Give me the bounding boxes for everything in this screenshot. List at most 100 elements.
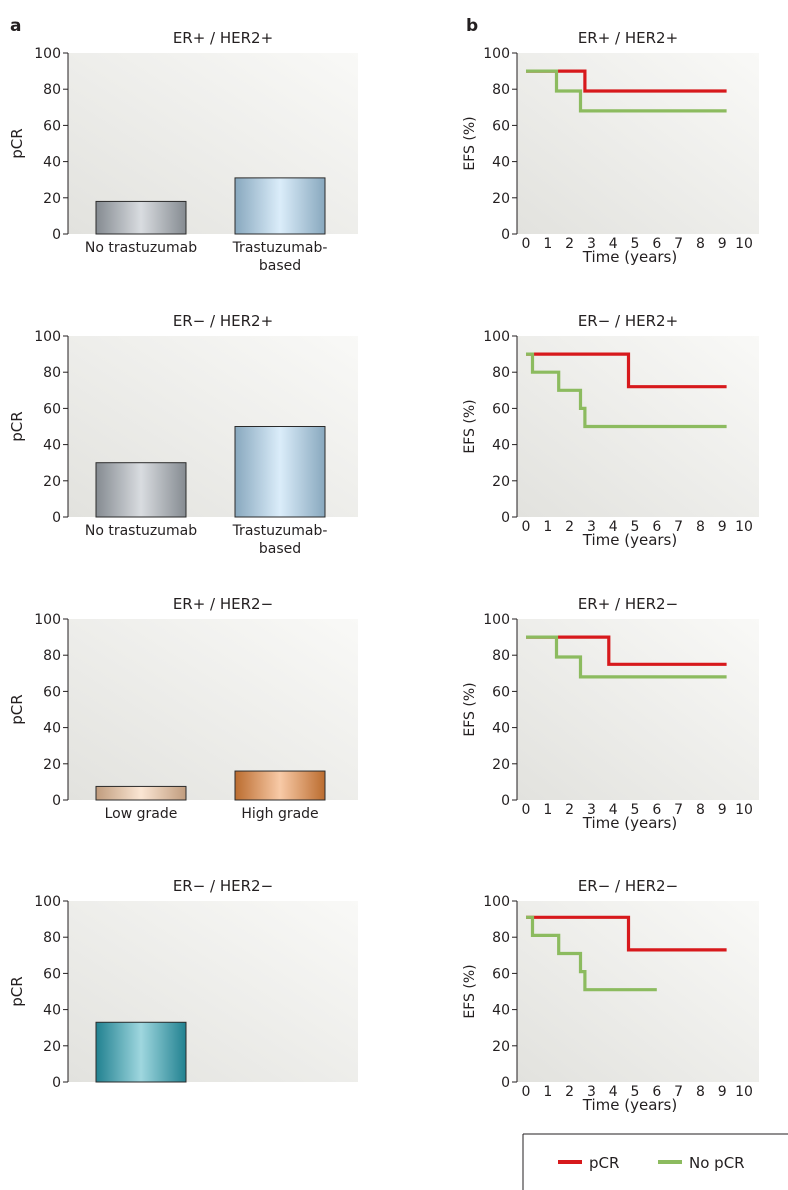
x-tick-label: 1	[543, 802, 552, 818]
bar	[234, 426, 326, 518]
x-axis-label: Time (years)	[582, 531, 677, 549]
plot-background	[68, 619, 358, 800]
y-tick-label: 0	[52, 227, 61, 243]
y-axis-label: pCR	[8, 128, 26, 158]
y-tick-label: 60	[43, 966, 61, 982]
x-tick-label: 5	[631, 519, 640, 535]
plot-background	[517, 619, 759, 800]
x-tick-label: 7	[674, 236, 683, 252]
y-tick-label: 20	[43, 474, 61, 490]
x-tick-label: 8	[696, 802, 705, 818]
y-tick-label: 0	[501, 1075, 510, 1091]
x-tick-label: 2	[565, 802, 574, 818]
x-tick-label: 5	[631, 1084, 640, 1100]
y-tick-label: 80	[492, 930, 510, 946]
chart-title: ER− / HER2−	[578, 877, 678, 895]
panel-label-b: b	[466, 16, 478, 36]
series-pcr-line	[526, 635, 727, 666]
y-tick-label: 100	[483, 894, 510, 910]
x-tick-label: 6	[652, 519, 661, 535]
x-tick-label: 9	[718, 1084, 727, 1100]
x-tick-label: based	[259, 541, 301, 557]
legend-pcr-label: pCR	[589, 1154, 619, 1172]
x-tick-label: 3	[587, 802, 596, 818]
series-no-pcr-line	[526, 635, 727, 679]
y-tick-label: 100	[34, 894, 61, 910]
y-tick-label: 80	[43, 82, 61, 98]
y-tick-label: 0	[52, 1075, 61, 1091]
y-tick-label: 80	[43, 930, 61, 946]
y-tick-label: 40	[492, 155, 510, 171]
y-axis-label: pCR	[8, 694, 26, 724]
y-tick-label: 80	[492, 82, 510, 98]
y-tick-label: 60	[43, 118, 61, 134]
x-tick-label: 3	[587, 236, 596, 252]
y-tick-label: 60	[492, 118, 510, 134]
y-tick-label: 100	[483, 46, 510, 62]
bar	[234, 770, 326, 801]
x-tick-label: 2	[565, 236, 574, 252]
x-tick-label: based	[259, 258, 301, 274]
x-tick-label: Trastuzumab-	[232, 523, 328, 539]
x-tick-label: 2	[565, 1084, 574, 1100]
chart-title: ER− / HER2−	[173, 877, 273, 895]
y-tick-label: 60	[492, 684, 510, 700]
x-axis-label: Time (years)	[582, 248, 677, 266]
bar	[234, 177, 326, 235]
bar	[95, 1021, 187, 1083]
y-tick-label: 100	[34, 612, 61, 628]
x-tick-label: 8	[696, 1084, 705, 1100]
chart-title: ER+ / HER2+	[578, 29, 678, 47]
y-tick-label: 80	[43, 648, 61, 664]
chart-1: ER+ / HER2+ pCR 0 20 40 60 80 100 No trastuzumab…	[8, 29, 358, 274]
y-tick-label: 100	[34, 329, 61, 345]
y-axis-label: pCR	[8, 411, 26, 441]
y-tick-label: 0	[501, 793, 510, 809]
x-tick-label: 7	[674, 519, 683, 535]
panel-label-a: a	[10, 16, 21, 36]
y-tick-label: 20	[43, 1039, 61, 1055]
chart-title: ER+ / HER2−	[578, 595, 678, 613]
y-tick-label: 0	[501, 510, 510, 526]
x-tick-label: 9	[718, 236, 727, 252]
x-tick-label: 0	[522, 236, 531, 252]
x-tick-label: No trastuzumab	[85, 523, 197, 539]
x-tick-label: 5	[631, 802, 640, 818]
chart-title: ER+ / HER2+	[173, 29, 273, 47]
x-tick-label: 6	[652, 802, 661, 818]
plot-background	[517, 53, 759, 234]
y-tick-label: 40	[43, 155, 61, 171]
x-tick-label: 1	[543, 1084, 552, 1100]
x-tick-label: High grade	[241, 806, 318, 822]
x-tick-label: Trastuzumab-	[232, 240, 328, 256]
x-tick-label: 9	[718, 519, 727, 535]
series-no-pcr-line	[526, 69, 727, 113]
x-tick-label: 3	[587, 519, 596, 535]
y-tick-label: 100	[483, 612, 510, 628]
y-tick-label: 40	[492, 1003, 510, 1019]
y-tick-label: 60	[492, 401, 510, 417]
chart-title: ER− / HER2+	[578, 312, 678, 330]
x-tick-label: 8	[696, 519, 705, 535]
x-tick-label: 4	[609, 236, 618, 252]
series-no-pcr-line	[526, 352, 727, 429]
plot-background	[517, 901, 759, 1082]
series-pcr-line	[526, 915, 727, 952]
y-tick-label: 40	[492, 438, 510, 454]
bar	[95, 785, 187, 801]
x-tick-label: 2	[565, 519, 574, 535]
chart-5: ER+ / HER2− pCR 0 20 40 60 80 100 Low grade High …	[8, 595, 358, 822]
bar	[95, 200, 187, 235]
x-axis-label: Time (years)	[582, 1096, 677, 1114]
x-tick-label: 5	[631, 236, 640, 252]
x-tick-label: 1	[543, 236, 552, 252]
chart-7: ER− / HER2− pCR 0 20 40 60 80 100	[8, 877, 358, 1091]
y-tick-label: 60	[43, 684, 61, 700]
x-tick-label: 10	[735, 236, 753, 252]
x-tick-label: 10	[735, 1084, 753, 1100]
x-tick-label: 10	[735, 519, 753, 535]
